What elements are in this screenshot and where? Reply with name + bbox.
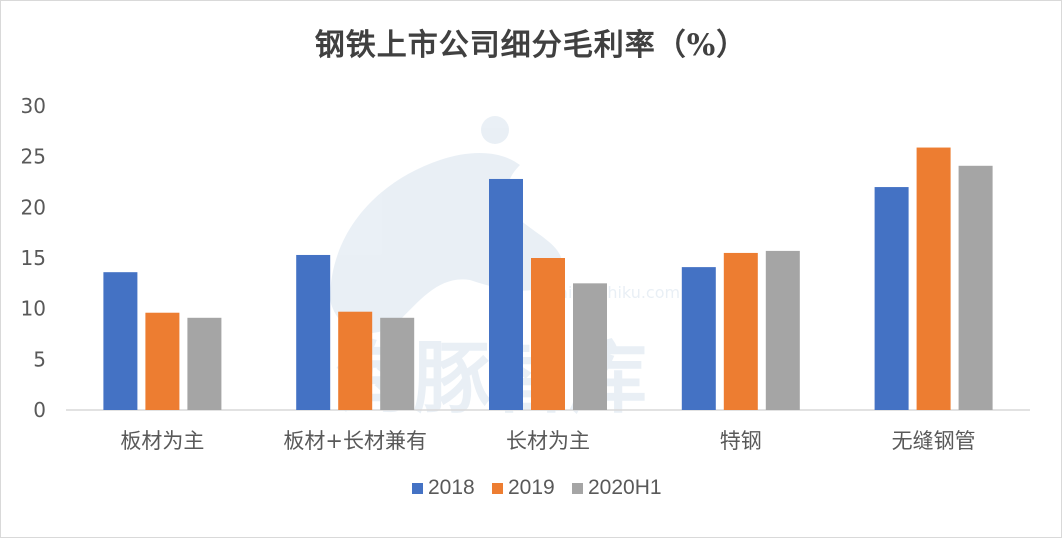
y-tick-label: 5	[33, 347, 46, 371]
x-tick-label: 板材为主	[120, 429, 204, 453]
bar-2018-4	[874, 187, 909, 410]
chart-title: 钢铁上市公司细分毛利率（%）	[314, 28, 748, 63]
bar-2020H1-0	[187, 317, 222, 410]
legend-swatch-2019	[492, 483, 503, 494]
y-tick-label: 10	[21, 297, 46, 321]
bar-2020H1-4	[958, 165, 993, 410]
y-tick-label: 25	[21, 145, 46, 169]
bar-2019-1	[338, 311, 373, 410]
watermark-url: haitunzhiku.com	[548, 283, 680, 302]
legend-label: 2020H1	[588, 476, 662, 499]
bar-2018-1	[296, 254, 331, 410]
bar-2018-2	[489, 178, 523, 410]
bar-2018-0	[103, 272, 138, 410]
x-tick-label: 无缝钢管	[892, 429, 976, 453]
watermark-dolphin-logo	[330, 153, 563, 334]
bar-2018-3	[681, 267, 716, 410]
y-tick-label: 20	[21, 195, 46, 219]
bar-2020H1-1	[380, 317, 415, 410]
y-tick-label: 0	[33, 398, 46, 422]
y-tick-label: 30	[21, 94, 46, 118]
bar-2019-2	[531, 258, 565, 410]
y-tick-label: 15	[21, 246, 46, 270]
legend-swatch-2018	[412, 483, 423, 494]
x-tick-label: 长材为主	[506, 429, 590, 453]
bar-2019-3	[723, 252, 758, 410]
legend-swatch-2020H1	[572, 483, 583, 494]
watermark-bubble-icon	[481, 116, 509, 144]
legend-label: 2018	[428, 476, 475, 499]
bar-2019-4	[916, 147, 951, 410]
x-tick-label: 特钢	[720, 429, 762, 453]
bar-2020H1-3	[765, 250, 800, 410]
x-tick-label: 板材+长材兼有	[283, 429, 427, 453]
bar-2019-0	[145, 312, 180, 410]
bar-2020H1-2	[573, 283, 607, 410]
legend-label: 2019	[508, 476, 555, 499]
